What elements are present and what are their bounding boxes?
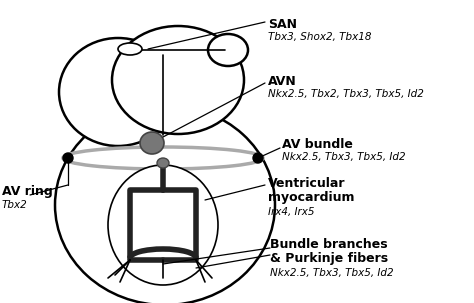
Ellipse shape [140,132,164,154]
Text: AVN: AVN [268,75,297,88]
Ellipse shape [59,38,177,146]
Text: AV bundle: AV bundle [282,138,353,151]
Ellipse shape [63,147,263,169]
Circle shape [253,153,263,163]
Circle shape [63,153,73,163]
Ellipse shape [112,26,244,134]
Text: Irx4, Irx5: Irx4, Irx5 [268,207,315,217]
Text: SAN: SAN [268,18,297,31]
Text: Tbx3, Shox2, Tbx18: Tbx3, Shox2, Tbx18 [268,32,372,42]
Ellipse shape [157,158,169,168]
Text: Ventricular: Ventricular [268,177,346,190]
Ellipse shape [55,105,275,303]
Ellipse shape [108,165,218,285]
Text: Nkx2.5, Tbx3, Tbx5, Id2: Nkx2.5, Tbx3, Tbx5, Id2 [270,268,393,278]
Text: Nkx2.5, Tbx3, Tbx5, Id2: Nkx2.5, Tbx3, Tbx5, Id2 [282,152,406,162]
Text: Bundle branches: Bundle branches [270,238,388,251]
Text: Nkx2.5, Tbx2, Tbx3, Tbx5, Id2: Nkx2.5, Tbx2, Tbx3, Tbx5, Id2 [268,89,424,99]
Text: Tbx2: Tbx2 [2,200,28,210]
Ellipse shape [208,34,248,66]
Text: & Purkinje fibers: & Purkinje fibers [270,252,388,265]
Text: myocardium: myocardium [268,191,355,204]
Ellipse shape [118,43,142,55]
Text: AV ring: AV ring [2,185,53,198]
